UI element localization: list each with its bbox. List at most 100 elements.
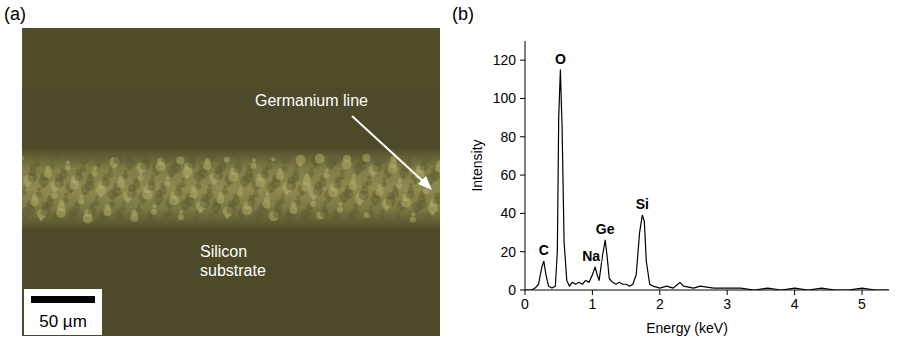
- grain: [69, 180, 79, 190]
- grain: [54, 178, 64, 188]
- grain: [310, 201, 316, 207]
- grain: [265, 192, 269, 196]
- grain: [294, 165, 298, 169]
- grain: [217, 196, 225, 204]
- grain: [53, 189, 57, 193]
- grain: [320, 209, 328, 217]
- grain: [391, 189, 399, 197]
- grain: [257, 207, 267, 217]
- grain: [37, 187, 41, 191]
- x-tick-label: 2: [656, 296, 664, 312]
- grain: [334, 181, 342, 189]
- grain: [180, 182, 186, 188]
- grain: [310, 167, 314, 171]
- grain: [243, 184, 247, 188]
- grain: [354, 204, 358, 208]
- x-tick-label: 4: [791, 296, 799, 312]
- grain: [152, 205, 156, 209]
- grain: [98, 215, 108, 225]
- grain: [130, 214, 138, 222]
- grain: [401, 198, 411, 208]
- grain: [330, 155, 340, 165]
- grain: [104, 208, 112, 216]
- x-tick-label: 3: [723, 296, 731, 312]
- grain: [137, 203, 141, 207]
- grain: [26, 183, 30, 187]
- grain: [384, 207, 388, 211]
- grain: [305, 208, 313, 216]
- grain: [174, 189, 182, 197]
- x-tick-label: 1: [589, 296, 597, 312]
- y-tick: [520, 175, 525, 176]
- grain: [279, 198, 285, 204]
- x-tick-label: 0: [521, 296, 529, 312]
- grain: [237, 191, 243, 197]
- peak-label: Ge: [596, 221, 615, 237]
- grain: [171, 163, 181, 173]
- grain: [368, 209, 374, 215]
- grain: [281, 194, 285, 198]
- grain: [193, 216, 199, 222]
- grain: [296, 195, 300, 199]
- grain: [352, 208, 358, 214]
- label-patch: [538, 243, 550, 257]
- panel-letter: (a): [4, 4, 26, 24]
- grain: [115, 212, 123, 220]
- grain: [56, 208, 66, 218]
- grain: [339, 174, 345, 180]
- grain: [195, 212, 199, 216]
- grain: [283, 161, 287, 165]
- grain: [400, 208, 404, 212]
- grain: [256, 218, 260, 222]
- grain: [376, 188, 384, 196]
- grain: [80, 166, 86, 172]
- y-tick: [520, 98, 525, 99]
- grain: [289, 206, 297, 214]
- grain: [386, 175, 390, 179]
- grain: [413, 180, 417, 184]
- grain: [51, 159, 55, 163]
- grain: [213, 170, 223, 180]
- grain: [97, 164, 101, 168]
- grain: [338, 202, 342, 206]
- grain: [409, 183, 413, 187]
- grain: [386, 196, 396, 206]
- grain: [148, 183, 156, 191]
- x-tick: [794, 290, 795, 295]
- grain: [188, 161, 196, 169]
- x-tick-label: 5: [858, 296, 866, 312]
- grain: [301, 182, 311, 192]
- grain: [22, 186, 26, 190]
- grain: [273, 209, 283, 219]
- grain: [255, 177, 265, 187]
- grain: [362, 154, 370, 162]
- grain: [241, 216, 245, 220]
- grain: [431, 211, 435, 215]
- grain: [183, 208, 187, 212]
- peak-label: C: [539, 242, 549, 258]
- label-patch: [554, 52, 567, 66]
- x-tick: [592, 290, 593, 295]
- grain: [141, 200, 145, 204]
- grain: [120, 206, 126, 212]
- grain: [253, 192, 259, 198]
- y-tick: [520, 60, 525, 61]
- grain: [308, 171, 314, 177]
- grain: [139, 171, 143, 175]
- grain: [36, 191, 42, 197]
- arrow: [352, 116, 426, 184]
- grain: [44, 170, 52, 178]
- grain: [138, 175, 144, 181]
- grain: [112, 165, 116, 169]
- line-label: Germanium line: [255, 92, 368, 109]
- grain: [176, 156, 184, 164]
- grain: [114, 154, 124, 164]
- grain: [39, 217, 43, 221]
- grain: [396, 183, 402, 189]
- grain: [146, 215, 154, 223]
- grain: [239, 187, 243, 191]
- grain: [73, 205, 81, 213]
- grain: [108, 168, 112, 172]
- plot-area: [525, 70, 889, 290]
- grain: [332, 213, 340, 221]
